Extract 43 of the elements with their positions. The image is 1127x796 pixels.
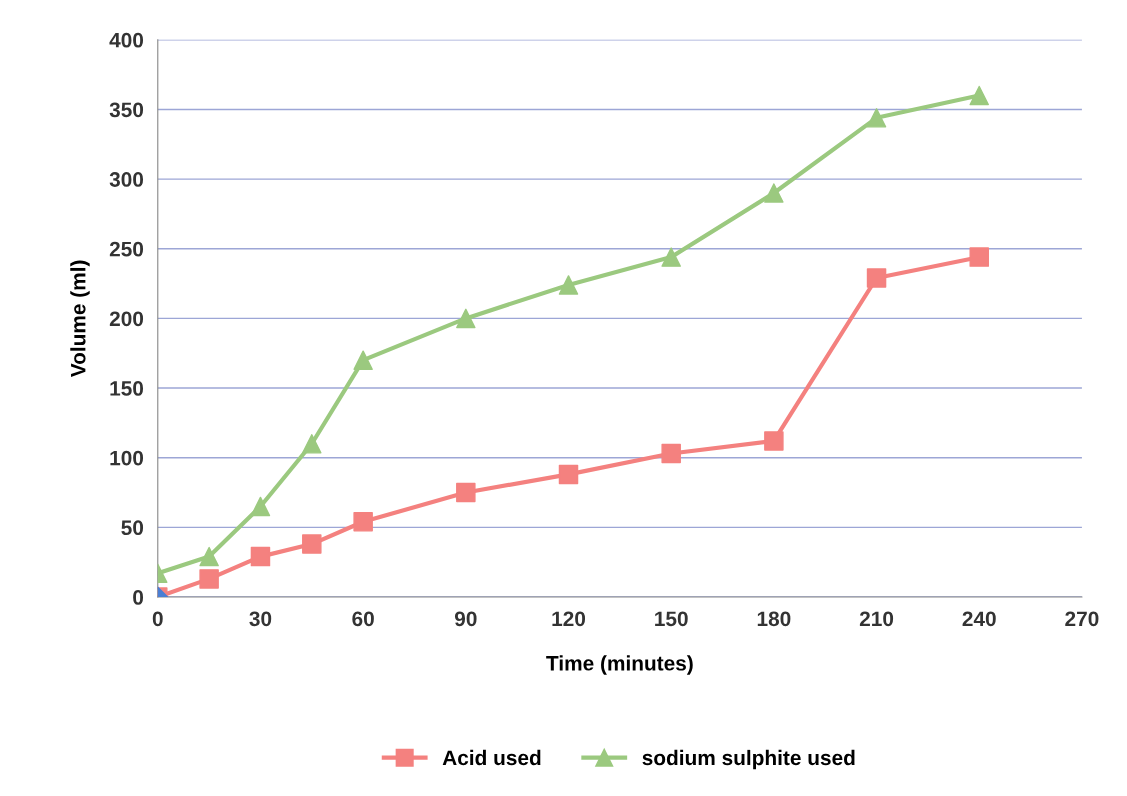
point — [353, 512, 373, 532]
y-tick-label: 300 — [109, 172, 144, 187]
x-tick-label: 240 — [962, 611, 996, 627]
point — [456, 308, 476, 329]
point — [250, 496, 271, 517]
y-tick-label: 400 — [109, 32, 144, 48]
point — [250, 546, 271, 567]
point — [558, 464, 579, 485]
point — [866, 108, 887, 128]
y-axis-title: Volume (ml) — [70, 260, 90, 378]
x-tick-label: 0 — [152, 611, 163, 627]
point — [558, 275, 579, 295]
legend-label: sodium sulphite used — [642, 749, 855, 770]
point — [764, 431, 784, 451]
x-tick-label: 30 — [249, 611, 272, 627]
y-tick-label: 50 — [121, 520, 144, 536]
y-tick-label: 350 — [109, 102, 144, 118]
x-tick-label: 270 — [1065, 611, 1099, 627]
point — [456, 482, 476, 503]
x-tick-label: 150 — [655, 611, 688, 627]
x-tick-label: 90 — [454, 611, 477, 627]
x-axis-title: Time (minutes) — [546, 655, 693, 675]
x-tick-label: 120 — [552, 611, 586, 627]
x-tick-label: 60 — [352, 611, 374, 627]
x-tick-label: 180 — [757, 611, 791, 627]
point — [353, 350, 373, 370]
point — [199, 569, 219, 589]
point — [302, 534, 322, 554]
point — [661, 443, 681, 464]
y-tick-label: 250 — [109, 241, 144, 257]
point — [969, 247, 989, 267]
point — [302, 434, 322, 454]
y-tick-label: 150 — [110, 381, 144, 396]
legend-label: Acid used — [442, 749, 541, 766]
point — [969, 85, 989, 106]
y-tick-label: 200 — [109, 311, 144, 327]
y-tick-label: 0 — [133, 590, 144, 605]
point — [661, 247, 681, 267]
point — [764, 183, 784, 203]
y-tick-label: 100 — [110, 450, 144, 466]
point — [866, 268, 887, 288]
x-tick-label: 210 — [859, 611, 894, 627]
point — [199, 546, 219, 567]
